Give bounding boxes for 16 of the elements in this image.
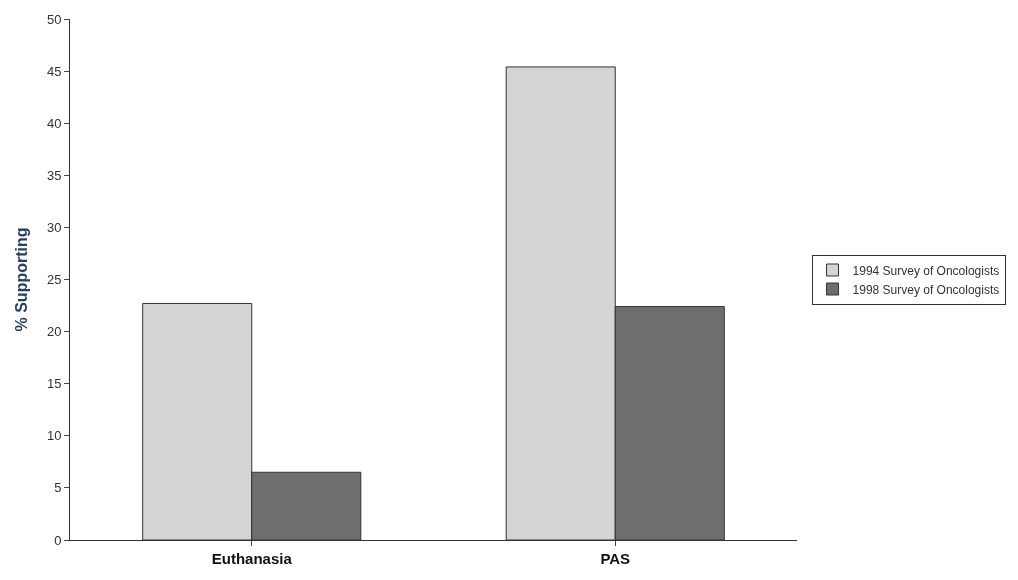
x-tick-label: Euthanasia [211,550,293,567]
y-axis-title: % Supporting [12,227,30,332]
y-tick-label: 20 [46,324,62,340]
y-tick-label: 30 [46,219,62,235]
y-tick-label: 40 [46,115,62,131]
y-tick-label: 50 [46,11,62,27]
y-tick-label: 15 [46,376,62,392]
x-tick-label: PAS [600,550,631,567]
y-tick-label: 0 [54,532,62,548]
legend-label: 1998 Survey of Oncologists [852,282,1000,297]
y-tick-label: 10 [46,428,62,444]
y-tick-label: 5 [54,480,62,496]
y-tick-label: 35 [46,167,62,183]
y-tick-label: 45 [46,63,62,79]
legend-label: 1994 Survey of Oncologists [852,263,1000,278]
y-tick-label: 25 [46,272,62,288]
